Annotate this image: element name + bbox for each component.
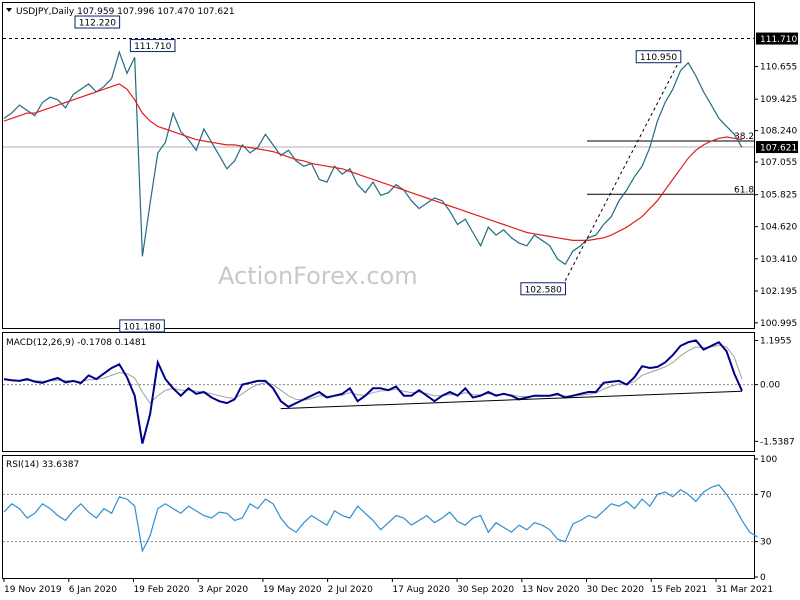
- rsi-y-tick: 70: [760, 490, 772, 500]
- price-annotation-box: [520, 282, 566, 296]
- x-axis-labels: 19 Nov 2019 6 Jan 2020 19 Feb 2020 3 Apr 20…: [3, 578, 773, 595]
- macd-y-tick: 1.1955: [760, 337, 792, 347]
- x-tick-label: 19 Feb 2020: [133, 585, 189, 595]
- price-annotation-box: [74, 15, 121, 29]
- price-annotation-label: 110.950: [640, 53, 677, 63]
- macd-y-tick: 0.00: [760, 381, 780, 391]
- y-axis-labels: 110.655 109.425 108.240 107.055 105.825 104.6…: [754, 32, 798, 583]
- price-y-tick: 110.655: [760, 63, 797, 73]
- price-annotation-box: [129, 39, 176, 53]
- x-tick-label: 30 Sep 2020: [457, 585, 514, 595]
- rsi-panel-label: RSI(14) 33.6387: [6, 460, 79, 470]
- rsi-panel-frame: [2, 455, 755, 579]
- macd-y-tick: -1.5387: [760, 437, 795, 447]
- symbol-dropdown-icon[interactable]: [6, 8, 12, 12]
- price-plot: 38.2 61.8 112.220 111.710 101.180 110.950 102.…: [3, 15, 754, 333]
- x-tick-label: 15 Feb 2021: [651, 585, 707, 595]
- macd-line: [3, 339, 743, 444]
- rsi-line: [3, 484, 758, 553]
- price-annotation-label: 111.710: [134, 42, 171, 52]
- x-tick-label: 19 May 2020: [263, 585, 322, 595]
- macd-panel-frame: [2, 332, 755, 452]
- macd-signal-line: [3, 344, 743, 404]
- watermark: ActionForex.com: [218, 262, 418, 290]
- price-y-tick: 103.410: [760, 255, 797, 265]
- resistance-price-label: 111.710: [760, 35, 797, 45]
- x-tick-label: 31 Mar 2021: [716, 585, 773, 595]
- current-price-tag: [756, 141, 798, 154]
- moving-average-line: [3, 83, 743, 241]
- price-y-tick: 102.195: [760, 287, 797, 297]
- price-annotation-label: 102.580: [525, 285, 562, 295]
- resistance-price-tag: [756, 32, 798, 45]
- price-annotation-box: [119, 319, 165, 333]
- price-panel-title: USDJPY,Daily 107.959 107.996 107.470 107…: [16, 7, 235, 17]
- fib-level-label: 38.2: [734, 132, 754, 142]
- x-tick-label: 3 Apr 2020: [198, 585, 248, 595]
- price-y-tick: 104.620: [760, 223, 797, 233]
- x-tick-label: 13 Nov 2020: [522, 585, 580, 595]
- price-series-line: [3, 50, 743, 266]
- macd-panel-label: MACD(12,26,9) -0.1708 0.1481: [6, 338, 146, 348]
- price-y-tick: 109.425: [760, 95, 797, 105]
- price-panel-frame: [2, 2, 755, 329]
- x-tick-label: 6 Jan 2020: [69, 585, 117, 595]
- current-price-label: 107.621: [760, 144, 797, 154]
- rsi-plot: [3, 484, 758, 553]
- x-tick-label: 19 Nov 2019: [4, 585, 62, 595]
- macd-plot: [3, 339, 754, 444]
- rsi-y-tick: 0: [760, 573, 766, 583]
- price-y-tick: 108.240: [760, 127, 797, 137]
- price-annotation-box: [635, 50, 682, 64]
- x-tick-label: 2 Jul 2020: [328, 585, 373, 595]
- price-annotation-label: 112.220: [79, 19, 116, 29]
- fib-level-label: 61.8: [734, 185, 754, 195]
- price-y-tick: 100.995: [760, 319, 797, 329]
- rsi-y-tick: 100: [760, 455, 777, 465]
- rsi-y-tick: 30: [760, 538, 772, 548]
- price-y-tick: 107.055: [760, 158, 797, 168]
- macd-trendline: [280, 390, 743, 410]
- x-tick-label: 30 Dec 2020: [587, 585, 645, 595]
- price-annotation-label: 101.180: [123, 322, 160, 332]
- price-y-tick: 105.825: [760, 191, 797, 201]
- x-tick-label: 17 Aug 2020: [392, 585, 450, 595]
